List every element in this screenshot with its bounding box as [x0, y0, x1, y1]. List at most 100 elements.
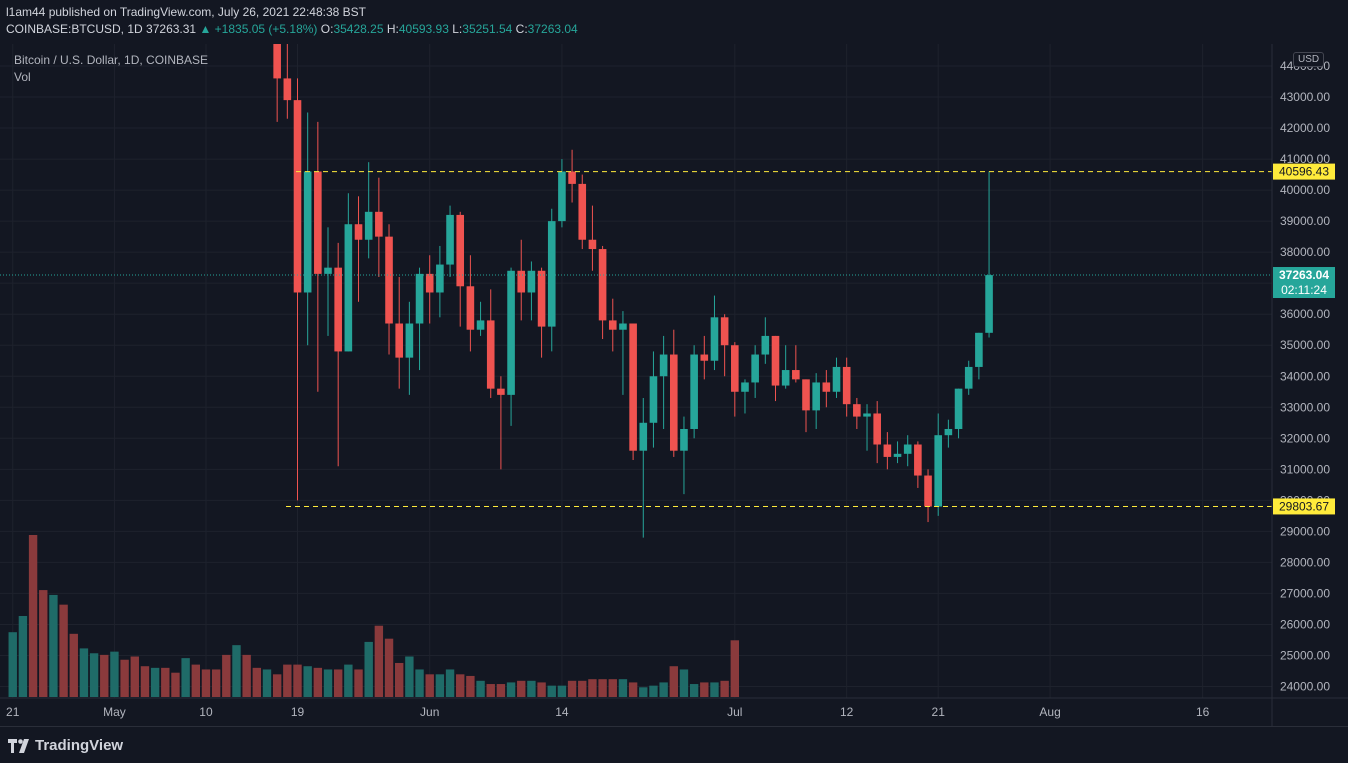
volume-bar [720, 680, 729, 697]
candle-body [537, 270, 546, 327]
volume-bar [547, 685, 556, 697]
time-tick-label: Jun [420, 705, 439, 719]
volume-bar [161, 667, 170, 697]
volume-bar [435, 674, 445, 697]
price-chart[interactable]: 24000.00 25000.00 26000.00 27000.00 28000.00… [0, 0, 1348, 726]
candle-body [619, 323, 627, 330]
volume-bar [364, 641, 373, 697]
candle-body [812, 382, 820, 411]
price-tick-label: 34000.00 [1280, 369, 1330, 383]
price-tick-label: 38000.00 [1280, 245, 1330, 259]
price-tick-label: 29000.00 [1280, 524, 1330, 538]
high-label: H: [386, 22, 399, 36]
level-tag [1273, 498, 1335, 515]
volume-bar [608, 679, 617, 697]
volume-bar [303, 666, 312, 697]
low-label: L: [452, 22, 463, 36]
volume-bar [140, 666, 150, 697]
volume-bar [313, 667, 323, 697]
volume-bar [201, 669, 211, 697]
candle-body [598, 249, 607, 321]
price-tick-label: 36000.00 [1280, 307, 1330, 321]
volume-bar [730, 640, 740, 697]
volume-bar [120, 659, 129, 697]
price-tick-label: 41000.00 [1280, 152, 1330, 166]
candle-body [324, 267, 332, 274]
candle-body [649, 376, 658, 423]
volume-bar [669, 666, 678, 697]
candle-body [720, 317, 729, 346]
volume-bar [456, 674, 465, 697]
volume-bar [689, 684, 699, 697]
candle-body [700, 354, 709, 361]
time-tick-label: Aug [1039, 705, 1060, 719]
volume-bar [181, 658, 190, 697]
volume-bar [659, 682, 668, 697]
volume-bar [323, 669, 333, 697]
symbol-label[interactable]: COINBASE:BTCUSD, 1D [6, 22, 143, 36]
price-tick-label: 31000.00 [1280, 462, 1330, 476]
volume-bar [374, 625, 384, 697]
candle-body [832, 366, 841, 392]
volume-bar [49, 594, 58, 697]
time-axis[interactable]: 21 May 10 19 Jun 14 Jul 12 21 Aug 16 [6, 705, 1210, 719]
candle-body [985, 275, 993, 333]
price-axis[interactable]: 24000.00 25000.00 26000.00 27000.00 28000.00… [1280, 59, 1330, 694]
candle-body [314, 171, 322, 274]
volume-bar [506, 682, 516, 697]
volume-bar [333, 669, 343, 697]
price-tick-label: 42000.00 [1280, 121, 1330, 135]
volume-bar [130, 656, 139, 697]
volume-bar [272, 674, 282, 697]
volume-bar [8, 632, 17, 697]
level-tag-label: 40596.43 [1279, 165, 1329, 179]
open-value: 35428.25 [333, 22, 384, 36]
tradingview-logo-icon [8, 738, 29, 753]
candle-body [303, 171, 312, 293]
tradingview-logo[interactable]: TradingView [8, 737, 123, 754]
candle-body [293, 100, 302, 293]
candle-body [395, 323, 403, 358]
candle-body [822, 382, 831, 392]
candle-body [486, 320, 495, 389]
candle-body [842, 366, 851, 405]
volume-legend[interactable]: Vol [14, 70, 31, 84]
price-change: ▲ +1835.05 (+5.18%) [199, 22, 318, 36]
time-tick-label: 21 [932, 705, 946, 719]
price-tick-label: 35000.00 [1280, 338, 1330, 352]
volume-bar [242, 654, 251, 697]
low-value: 35251.54 [462, 22, 513, 36]
time-tick-label: May [103, 705, 126, 719]
volume-bar [69, 633, 78, 697]
candle-body [964, 366, 973, 389]
close-label: C: [515, 22, 528, 36]
price-tick-label: 28000.00 [1280, 555, 1330, 569]
last-price: 37263.31 [146, 22, 197, 36]
brand-name: TradingView [35, 737, 124, 754]
volume-bar [517, 680, 526, 697]
bar-countdown-label: 02:11:24 [1281, 283, 1327, 297]
volume-bar [649, 685, 658, 697]
volume-bars [8, 535, 740, 697]
time-tick-label: 10 [199, 705, 213, 719]
candle-body [853, 404, 861, 417]
price-tick-label: 40000.00 [1280, 183, 1330, 197]
candle-body [527, 270, 536, 293]
candle-body [771, 335, 780, 386]
price-tick-label: 25000.00 [1280, 648, 1330, 662]
candle-body [914, 444, 922, 476]
volume-bar [537, 682, 546, 697]
volume-bar [222, 654, 231, 697]
price-tick-label: 27000.00 [1280, 586, 1330, 600]
candle-body [710, 317, 719, 361]
candle-body [792, 370, 800, 380]
currency-badge[interactable]: USD [1293, 52, 1325, 67]
candle-body [802, 379, 810, 411]
candle-body [283, 78, 292, 101]
volume-bar [100, 654, 109, 697]
candle-body [924, 475, 932, 507]
series-legend-title[interactable]: Bitcoin / U.S. Dollar, 1D, COINBASE [14, 53, 209, 67]
candle-body [578, 183, 587, 240]
price-tick-label: 32000.00 [1280, 431, 1330, 445]
last-price-label: 37263.04 [1279, 268, 1329, 282]
